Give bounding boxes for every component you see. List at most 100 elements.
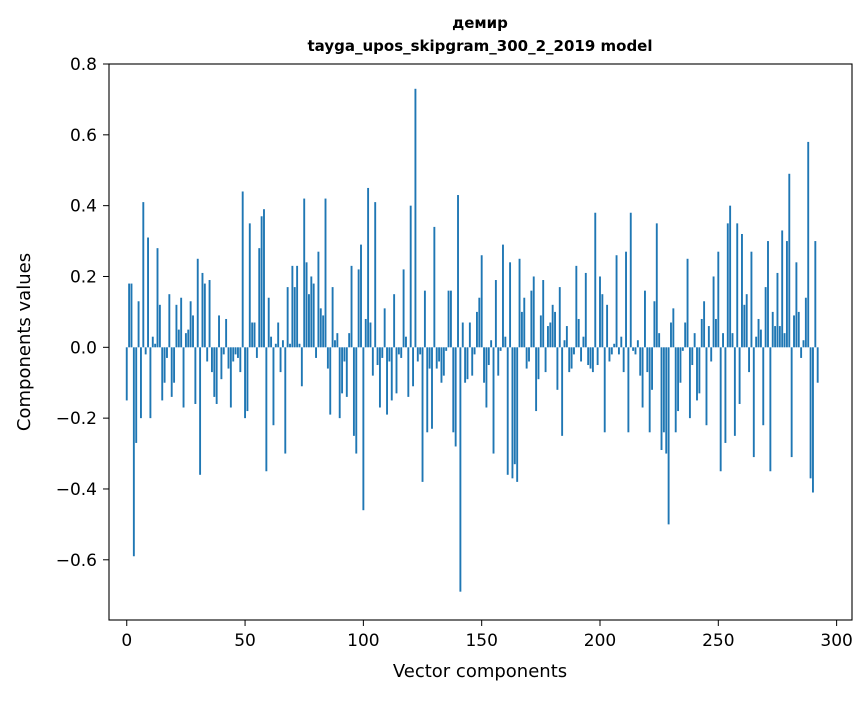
bar	[244, 347, 246, 419]
bar	[582, 336, 585, 348]
bar	[487, 347, 490, 366]
bar	[804, 297, 807, 348]
bar	[565, 326, 568, 348]
bar	[234, 347, 237, 355]
bar	[270, 336, 273, 348]
bars-group	[125, 88, 819, 592]
bar	[192, 315, 194, 348]
bar	[506, 347, 509, 475]
x-tick-label: 200	[584, 631, 616, 651]
bar	[194, 347, 197, 404]
bar	[523, 297, 526, 348]
bar	[348, 333, 351, 348]
bar	[795, 262, 798, 348]
bar	[203, 283, 206, 348]
bar	[620, 336, 623, 348]
bar	[513, 347, 516, 465]
bar	[213, 347, 216, 397]
bar	[627, 347, 630, 433]
bar	[679, 347, 682, 383]
bar	[144, 347, 147, 355]
bar	[504, 336, 507, 348]
x-tick-label: 250	[702, 631, 734, 651]
bar	[357, 269, 360, 348]
bar	[402, 269, 405, 348]
bar	[161, 347, 164, 401]
bar	[393, 294, 396, 348]
bar	[812, 347, 814, 493]
bar	[788, 173, 791, 348]
bar	[476, 311, 478, 348]
bar	[816, 347, 819, 383]
bar	[239, 347, 242, 373]
bar	[776, 272, 779, 348]
bar	[220, 347, 223, 380]
bar	[255, 347, 258, 358]
bar	[589, 347, 592, 369]
bar	[603, 347, 606, 433]
bar	[412, 347, 415, 387]
bar	[125, 347, 128, 401]
x-tick-label: 150	[465, 631, 497, 651]
bar	[137, 301, 140, 348]
bar	[142, 202, 145, 348]
bar	[587, 347, 590, 366]
bar	[426, 347, 429, 433]
bar	[546, 326, 549, 348]
bar	[648, 347, 651, 433]
bar	[452, 347, 455, 433]
x-tick-label: 0	[121, 631, 132, 651]
bar	[644, 290, 646, 348]
bar	[783, 333, 786, 348]
y-tick-label: 0.6	[70, 126, 97, 146]
bar	[539, 315, 542, 348]
bar	[688, 347, 691, 419]
bar	[615, 255, 618, 348]
bar	[184, 333, 187, 348]
bar	[397, 347, 400, 355]
bar	[722, 333, 724, 348]
bar	[260, 216, 263, 348]
bar	[459, 347, 462, 592]
bar	[367, 187, 370, 348]
bar	[322, 315, 325, 348]
bar	[395, 347, 398, 394]
bar	[468, 322, 471, 348]
bar	[336, 333, 339, 348]
bar	[655, 223, 658, 348]
bar	[480, 255, 483, 348]
bar	[454, 347, 457, 447]
bar	[319, 308, 322, 348]
bar	[757, 318, 760, 348]
bar	[651, 347, 653, 390]
bar	[281, 340, 284, 348]
bar	[355, 347, 358, 454]
bar	[265, 347, 268, 472]
plot-frame	[108, 63, 853, 621]
bar	[405, 336, 407, 348]
bar	[218, 315, 220, 348]
y-tick-label: −0.6	[56, 551, 97, 571]
bar	[326, 347, 329, 369]
bar	[639, 347, 642, 376]
bar	[173, 347, 176, 383]
bar	[785, 241, 788, 348]
bar	[293, 287, 296, 348]
bar	[693, 333, 696, 348]
bar	[667, 347, 670, 525]
bar	[473, 347, 476, 355]
bar	[528, 347, 530, 362]
bar	[312, 283, 315, 348]
bar	[509, 262, 512, 348]
bar	[416, 347, 419, 362]
bar	[575, 265, 578, 348]
bar	[606, 304, 609, 348]
bar	[558, 287, 561, 348]
bar	[464, 347, 467, 383]
bar	[634, 347, 637, 355]
bar	[237, 347, 239, 358]
bar	[494, 280, 497, 348]
bar	[289, 343, 291, 348]
bar	[719, 347, 722, 472]
